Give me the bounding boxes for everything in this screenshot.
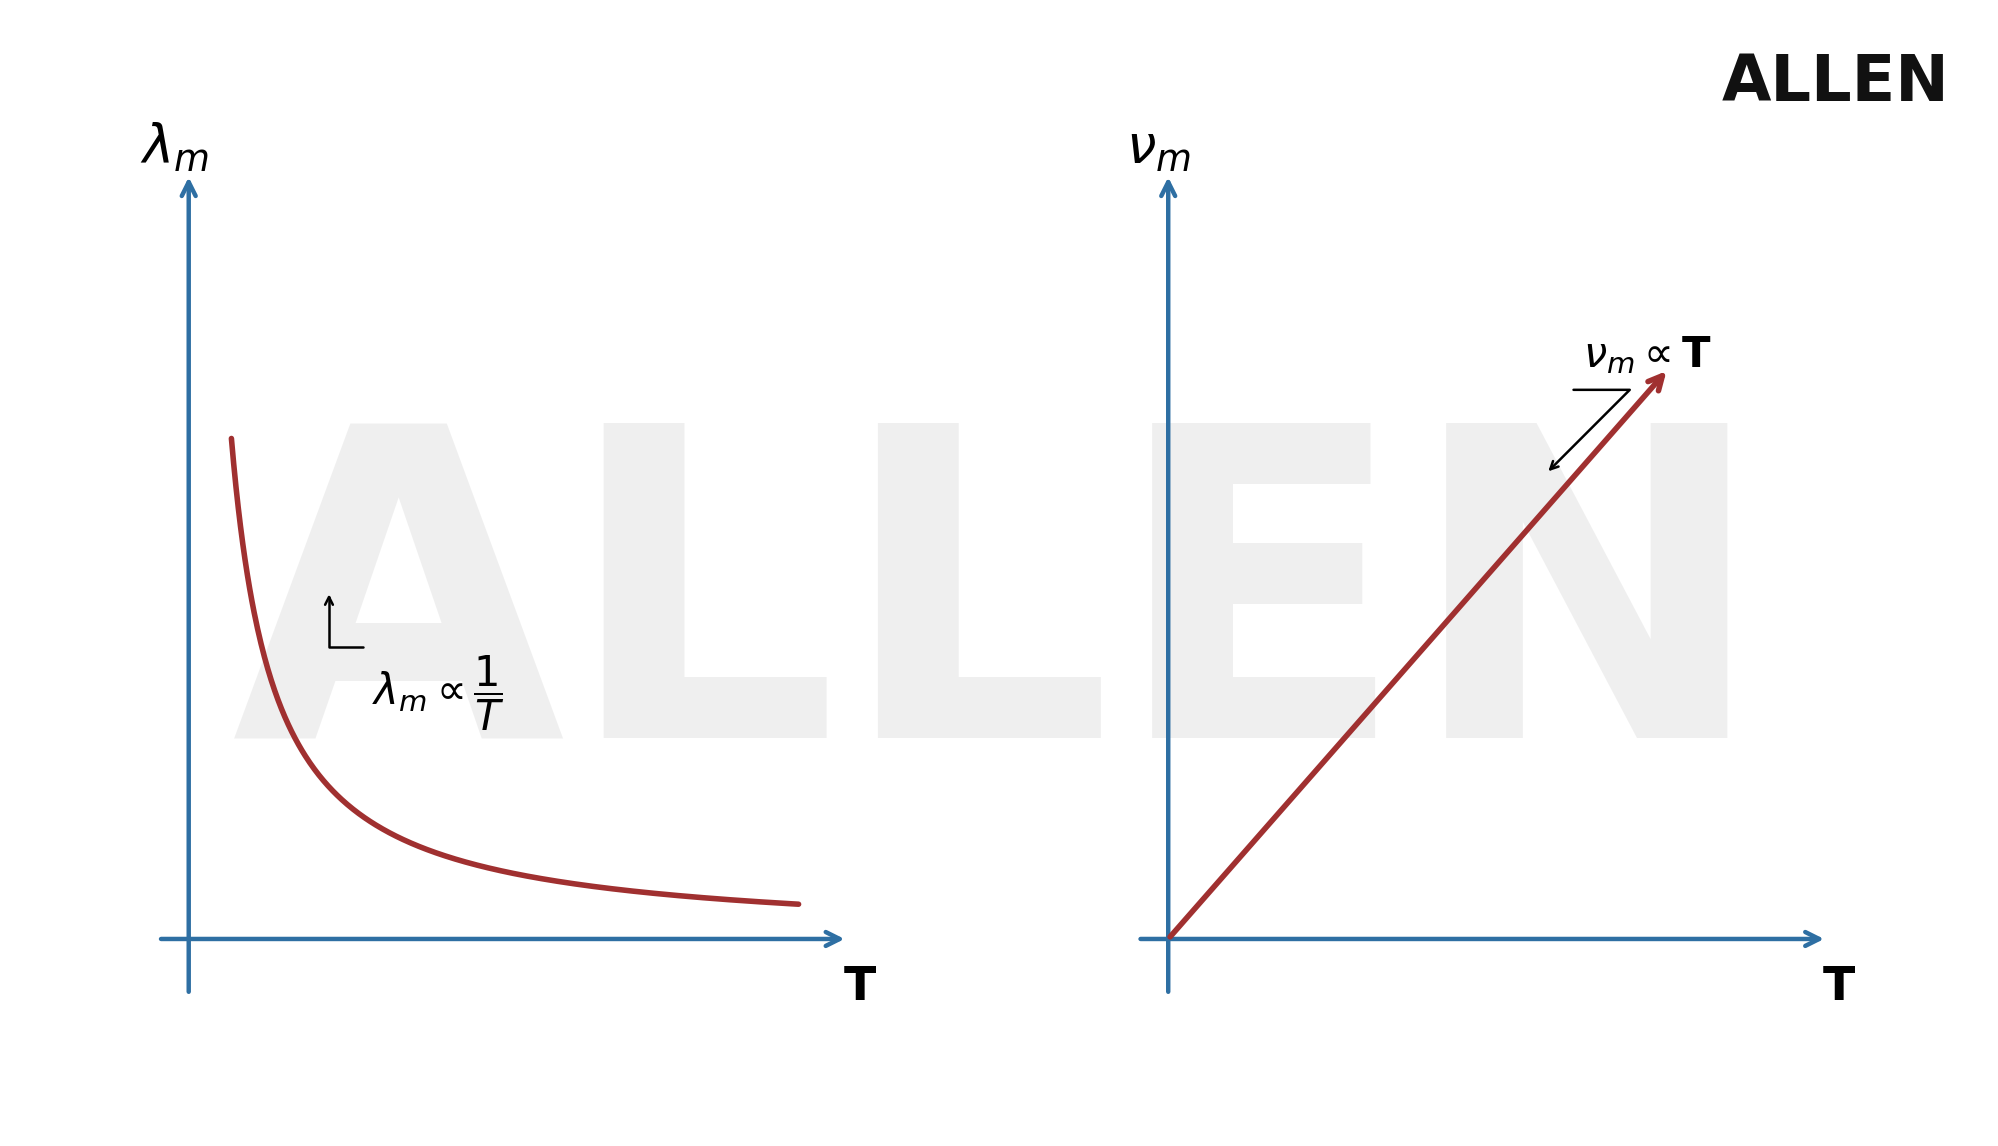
Text: $\lambda_m$: $\lambda_m$ bbox=[140, 121, 208, 174]
Text: $\mathbf{T}$: $\mathbf{T}$ bbox=[1820, 965, 1856, 1010]
Text: $\nu_m \propto \mathbf{T}$: $\nu_m \propto \mathbf{T}$ bbox=[1582, 333, 1710, 376]
Text: $\nu_m$: $\nu_m$ bbox=[1125, 124, 1191, 174]
Text: ALLEN: ALLEN bbox=[232, 410, 1766, 827]
Text: $\mathbf{T}$: $\mathbf{T}$ bbox=[841, 965, 877, 1010]
Text: $\lambda_m \propto \dfrac{1}{T}$: $\lambda_m \propto \dfrac{1}{T}$ bbox=[372, 654, 505, 733]
Text: ALLEN: ALLEN bbox=[1720, 52, 1948, 113]
